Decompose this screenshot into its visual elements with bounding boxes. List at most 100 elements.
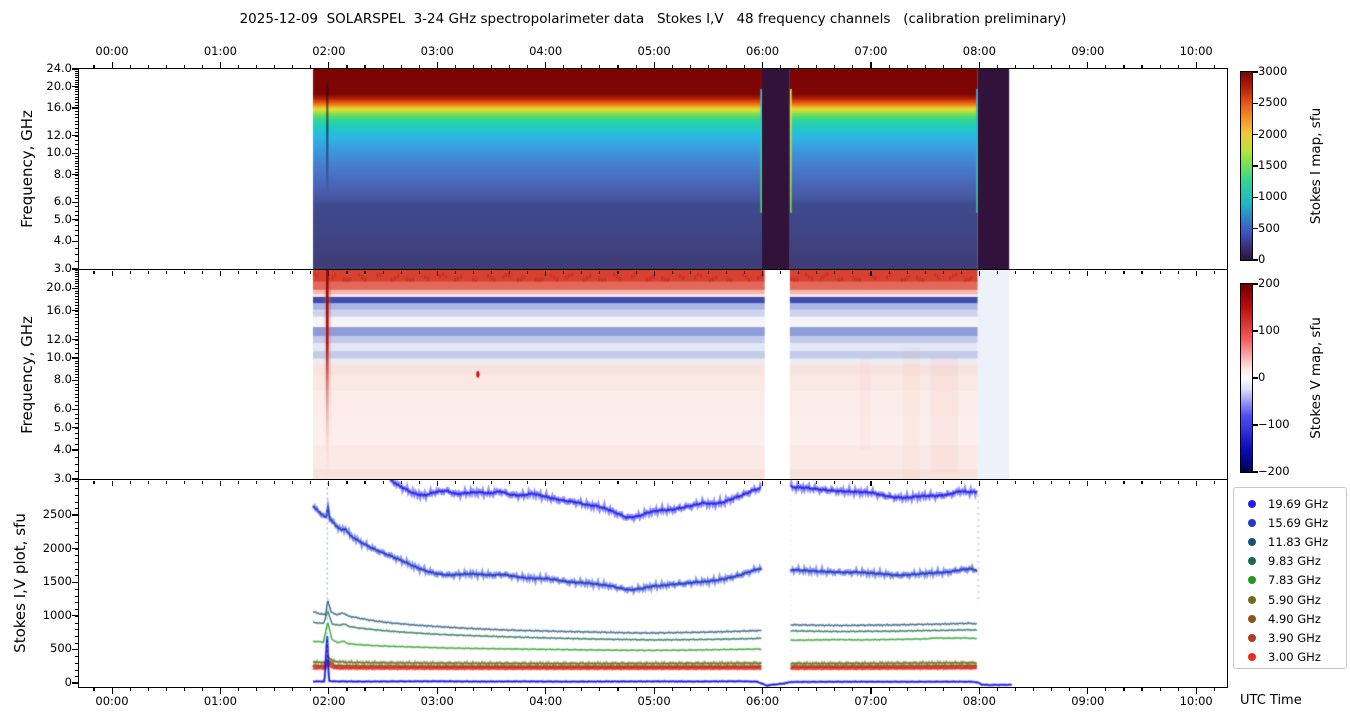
stokes-v-map-panel — [78, 270, 1228, 480]
x-tick — [418, 481, 420, 484]
x-tick — [1195, 688, 1197, 694]
utc-time-label: UTC Time — [1240, 693, 1302, 708]
x-tick — [328, 481, 330, 486]
p2-y-minor-tick — [75, 290, 78, 292]
p2-y-minor-tick — [75, 380, 78, 382]
p2-y-tick-label: 20.0 — [46, 280, 72, 295]
x-tick — [653, 271, 655, 276]
p2-y-minor-tick — [75, 335, 78, 337]
x-tick — [111, 688, 113, 694]
stokes-i-map-panel — [78, 68, 1228, 270]
x-tick — [599, 688, 601, 691]
x-tick — [328, 271, 330, 276]
p3-y-minor-tick — [75, 635, 78, 637]
x-tick — [599, 481, 601, 484]
x-tick — [1195, 62, 1197, 68]
x-tick — [545, 481, 547, 486]
p2-y-major-tick — [72, 310, 78, 312]
cb2-tick-label: −200 — [1258, 464, 1290, 478]
p1-y-minor-tick — [75, 79, 78, 81]
x-tick — [509, 688, 511, 691]
p3-y-minor-tick — [75, 656, 78, 658]
p2-y-minor-tick — [75, 413, 78, 415]
x-tick — [563, 481, 565, 484]
x-tick — [1033, 65, 1035, 68]
x-tick — [996, 271, 999, 274]
p3-y-minor-tick — [75, 501, 78, 503]
p2-y-minor-tick — [75, 438, 78, 440]
legend-label: 5.90 GHz — [1268, 592, 1321, 607]
x-tick — [237, 481, 240, 484]
legend-label: 4.90 GHz — [1268, 611, 1321, 626]
x-tick — [960, 271, 962, 274]
p3-y-minor-tick — [75, 555, 78, 557]
x-tick — [256, 688, 258, 691]
x-tick — [1033, 688, 1035, 691]
p2-y-minor-tick — [75, 320, 78, 322]
x-tick — [834, 688, 836, 691]
x-tick — [454, 688, 456, 691]
p1-y-minor-tick — [75, 139, 78, 141]
x-tick — [111, 481, 113, 486]
x-tick — [436, 271, 438, 276]
x-tick — [798, 481, 800, 484]
x-tick — [346, 481, 348, 484]
p2-y-minor-tick — [75, 281, 78, 283]
x-tick — [762, 62, 764, 68]
x-tick-label-top: 07:00 — [854, 44, 888, 58]
cb1-tick-label: 2500 — [1258, 95, 1288, 110]
p1-y-tick-label: 10.0 — [46, 145, 72, 160]
p1-y-minor-tick — [75, 168, 78, 170]
legend-label: 3.90 GHz — [1268, 630, 1321, 645]
x-tick — [1069, 271, 1071, 274]
p3-y-minor-tick — [75, 595, 78, 597]
x-tick — [382, 481, 384, 484]
legend-label: 19.69 GHz — [1268, 496, 1329, 511]
p2-y-tick-label: 8.0 — [53, 372, 72, 387]
x-tick — [183, 688, 185, 691]
x-tick — [852, 271, 854, 274]
x-tick — [689, 271, 691, 274]
x-tick — [256, 271, 258, 274]
p3-y-tick-label: 1500 — [42, 574, 72, 589]
x-tick — [490, 481, 493, 484]
x-tick-label-top: 00:00 — [95, 44, 129, 58]
p1-y-minor-tick — [75, 73, 78, 75]
p3-y-minor-tick — [75, 669, 78, 671]
p1-y-minor-tick — [75, 144, 78, 146]
x-tick — [201, 481, 203, 484]
p1-y-minor-tick — [75, 81, 78, 83]
x-tick — [310, 271, 312, 274]
x-tick — [1213, 481, 1215, 484]
p2-y-minor-tick — [75, 365, 78, 367]
x-tick — [147, 688, 149, 691]
legend-entry: 11.83 GHz — [1243, 532, 1346, 551]
x-tick — [527, 65, 529, 68]
legend-label: 9.83 GHz — [1268, 554, 1321, 569]
p1-y-tick-label: 8.0 — [53, 166, 72, 181]
p2-y-minor-tick — [75, 293, 78, 295]
x-tick — [906, 65, 908, 68]
x-tick — [129, 688, 131, 691]
x-tick — [310, 481, 312, 484]
x-tick — [1069, 65, 1071, 68]
p1-y-minor-tick — [75, 155, 78, 157]
p1-y-major-tick — [72, 68, 78, 70]
p3-y-minor-tick — [75, 528, 78, 530]
x-tick — [545, 62, 547, 68]
cb1-tick — [1253, 71, 1258, 73]
x-tick — [165, 688, 167, 691]
legend-entry: 5.90 GHz — [1243, 590, 1346, 609]
x-tick — [382, 271, 384, 274]
x-tick — [581, 65, 583, 68]
x-tick — [906, 481, 908, 484]
p2-y-minor-tick — [75, 479, 78, 480]
p3-y-minor-tick — [75, 548, 78, 550]
x-tick — [635, 481, 637, 484]
x-tick — [1195, 271, 1197, 276]
p1-y-minor-tick — [75, 102, 78, 104]
p3-y-tick-label: 1000 — [42, 607, 72, 622]
x-tick — [1159, 481, 1161, 484]
x-tick — [1159, 65, 1161, 68]
